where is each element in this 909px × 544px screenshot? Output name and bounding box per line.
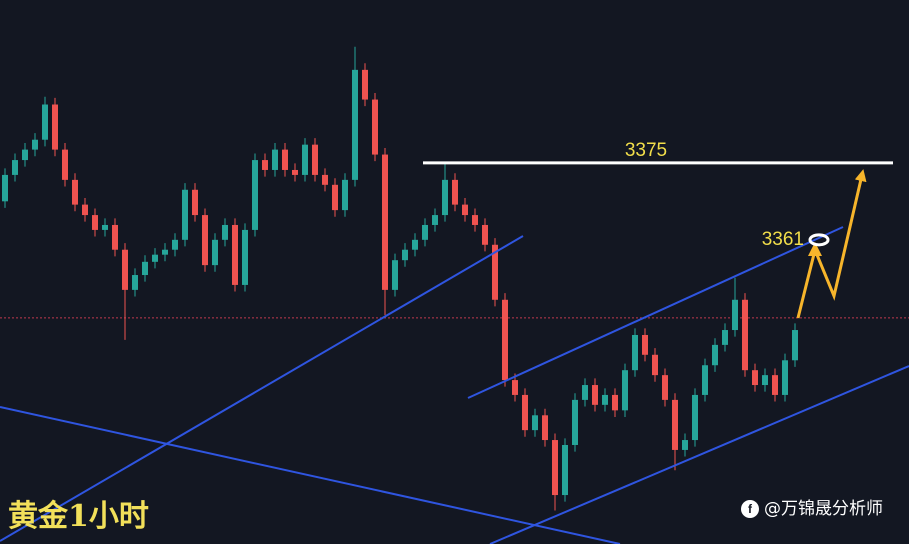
candle-body bbox=[722, 330, 728, 345]
candle-body bbox=[612, 394, 618, 411]
channel-upper bbox=[467, 226, 844, 399]
candle-body bbox=[152, 254, 158, 262]
candle-body bbox=[742, 299, 748, 371]
candle-body bbox=[622, 370, 628, 411]
watermark-icon-glyph: f bbox=[748, 502, 753, 516]
candle-body bbox=[362, 69, 368, 100]
candle-body bbox=[602, 394, 608, 405]
arrow-head bbox=[808, 242, 822, 256]
candle-body bbox=[552, 440, 558, 496]
candle-body bbox=[142, 261, 148, 276]
candle-body bbox=[82, 204, 88, 216]
candle-body bbox=[732, 299, 738, 331]
candle-body bbox=[772, 375, 778, 395]
candle-body bbox=[592, 385, 598, 405]
candle-body bbox=[512, 380, 518, 395]
trend-line bbox=[0, 235, 524, 542]
candle-body bbox=[692, 394, 698, 441]
candle-body bbox=[502, 299, 508, 381]
candle-body bbox=[752, 370, 758, 386]
candle-body bbox=[642, 334, 648, 355]
candle-body bbox=[442, 179, 448, 216]
candle-body bbox=[782, 360, 788, 395]
candle-body bbox=[492, 244, 498, 300]
candle-body bbox=[432, 215, 438, 225]
candle-body bbox=[232, 224, 238, 285]
candle-body bbox=[372, 99, 378, 155]
target-label: 3361 bbox=[762, 229, 804, 250]
candle-body bbox=[252, 160, 258, 230]
candle-body bbox=[382, 154, 388, 290]
candle-body bbox=[292, 169, 298, 175]
candle-body bbox=[132, 275, 138, 290]
candle-body bbox=[282, 149, 288, 170]
channel-lower bbox=[489, 365, 909, 544]
candle-body bbox=[72, 179, 78, 205]
watermark: @万锦晟分析师 bbox=[764, 499, 883, 519]
candles bbox=[0, 46, 909, 511]
forecast-arrow bbox=[796, 169, 867, 319]
candle-body bbox=[192, 189, 198, 216]
candle-body bbox=[202, 215, 208, 266]
candle-body bbox=[312, 144, 318, 175]
candle-body bbox=[52, 104, 58, 150]
candle-body bbox=[662, 375, 668, 400]
candle-body bbox=[42, 104, 48, 140]
candle-body bbox=[272, 149, 278, 170]
candle-body bbox=[682, 440, 688, 450]
candle-body bbox=[102, 224, 108, 230]
candle-body bbox=[122, 249, 128, 290]
candle-body bbox=[332, 184, 338, 211]
candle-body bbox=[542, 415, 548, 441]
candle-body bbox=[452, 179, 458, 205]
candle-body bbox=[572, 399, 578, 445]
candle-body bbox=[92, 215, 98, 230]
candle-body bbox=[2, 174, 8, 202]
candle-body bbox=[562, 444, 568, 496]
chart-title: 黄金1小时 bbox=[8, 499, 149, 534]
watermark-icon bbox=[741, 500, 759, 518]
candle-body bbox=[672, 399, 678, 450]
candle-body bbox=[322, 174, 328, 185]
target-marker bbox=[808, 233, 830, 247]
candle-body bbox=[242, 229, 248, 285]
candle-body bbox=[342, 179, 348, 211]
candle-body bbox=[22, 149, 28, 161]
candle-body bbox=[462, 204, 468, 216]
candle-body bbox=[12, 160, 18, 175]
candle-body bbox=[412, 239, 418, 250]
resistance-label: 3375 bbox=[625, 140, 667, 161]
candle-body bbox=[392, 260, 398, 290]
candle-body bbox=[702, 365, 708, 395]
candle-body bbox=[712, 344, 718, 366]
candle-body bbox=[472, 215, 478, 225]
candle-body bbox=[32, 139, 38, 150]
candle-body bbox=[262, 160, 268, 170]
candle-body bbox=[212, 239, 218, 266]
candle-body bbox=[162, 249, 168, 255]
candle-body bbox=[62, 149, 68, 180]
candle-body bbox=[302, 144, 308, 175]
candle-body bbox=[172, 239, 178, 250]
candle-body bbox=[532, 415, 538, 431]
candle-body bbox=[632, 334, 638, 371]
candle-body bbox=[112, 224, 118, 250]
candle-body bbox=[792, 330, 798, 361]
candle-body bbox=[402, 249, 408, 261]
candle-body bbox=[582, 385, 588, 400]
candle-body bbox=[762, 375, 768, 386]
candle-body bbox=[352, 69, 358, 180]
candle-body bbox=[182, 189, 188, 240]
trend-line bbox=[0, 406, 621, 544]
candle-body bbox=[422, 224, 428, 240]
candle-body bbox=[522, 394, 528, 431]
candle-body bbox=[482, 224, 488, 245]
candle-body bbox=[222, 224, 228, 240]
candle-body bbox=[652, 354, 658, 376]
